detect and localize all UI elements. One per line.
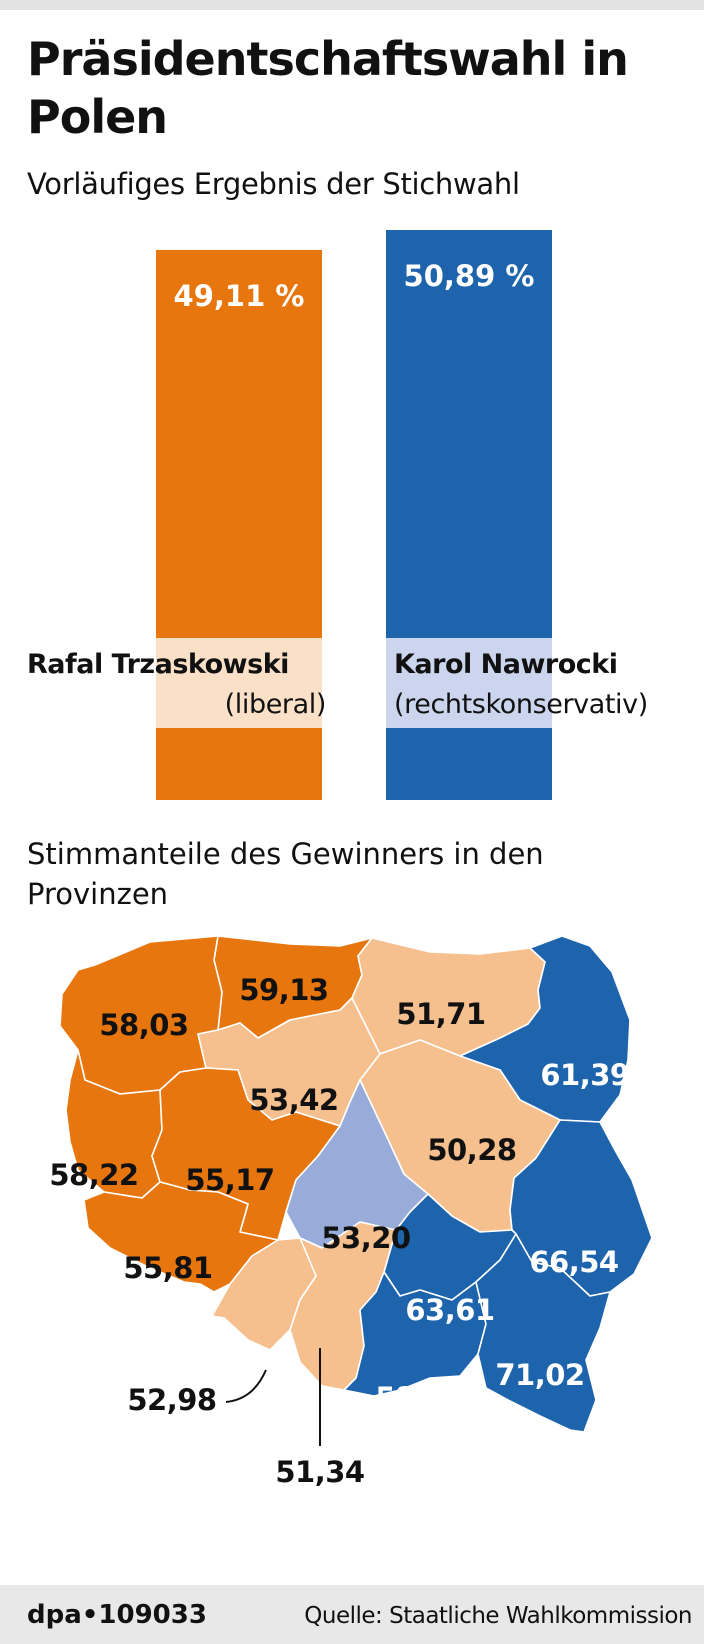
province-region	[343, 1271, 487, 1397]
province-map: 59,13 58,03 51,71 61,39 53,42 58,22 55,17 50,28…	[49, 935, 653, 1489]
province-value-label: 61,39	[540, 1058, 629, 1092]
leader-line	[225, 1369, 267, 1403]
result-bar-chart: 49,11 % Rafal Trzaskowski (liberal) 50,89 %…	[27, 230, 648, 800]
top-bar	[0, 0, 704, 10]
province-value-label: 58,22	[49, 1158, 138, 1192]
candidate-name: Rafal Trzaskowski	[27, 649, 289, 680]
province-value-label: 59,13	[239, 973, 328, 1007]
bar-value-label: 49,11 %	[174, 279, 305, 313]
candidate-party: (liberal)	[225, 689, 326, 720]
candidate-name: Karol Nawrocki	[394, 649, 618, 680]
bar-value-label: 50,89 %	[404, 259, 535, 293]
chart-subtitle: Vorläufiges Ergebnis der Stichwahl	[27, 167, 520, 201]
province-value-label: 55,81	[123, 1251, 212, 1285]
page-title: Präsidentschaftswahl in Polen	[27, 32, 629, 144]
label-band-0	[156, 638, 322, 728]
dpa-credit: dpa•109033	[27, 1600, 207, 1630]
province-value-label: 58,03	[99, 1008, 188, 1042]
source-note: Quelle: Staatliche Wahlkommission	[304, 1603, 692, 1629]
candidate-party: (rechtskonservativ)	[394, 689, 648, 720]
label-band-1	[386, 638, 552, 728]
province-value-label: 58,87	[375, 1381, 464, 1415]
province-value-label: 66,54	[529, 1245, 618, 1279]
province-value-label: 55,17	[185, 1163, 274, 1197]
province-value-label: 71,02	[495, 1358, 584, 1392]
province-value-label: 53,42	[249, 1083, 338, 1117]
province-value-label: 63,61	[405, 1293, 494, 1327]
province-value-label: 52,98	[127, 1383, 216, 1417]
footer: dpa•109033 Quelle: Staatliche Wahlkommis…	[0, 1585, 704, 1644]
province-region	[475, 1233, 611, 1433]
map-title: Stimmanteile des Gewinners in den Provin…	[27, 837, 544, 911]
province-value-label: 53,20	[321, 1221, 410, 1255]
province-value-label: 51,34	[275, 1455, 364, 1489]
province-value-label: 50,28	[427, 1133, 516, 1167]
province-value-label: 51,71	[396, 997, 485, 1031]
